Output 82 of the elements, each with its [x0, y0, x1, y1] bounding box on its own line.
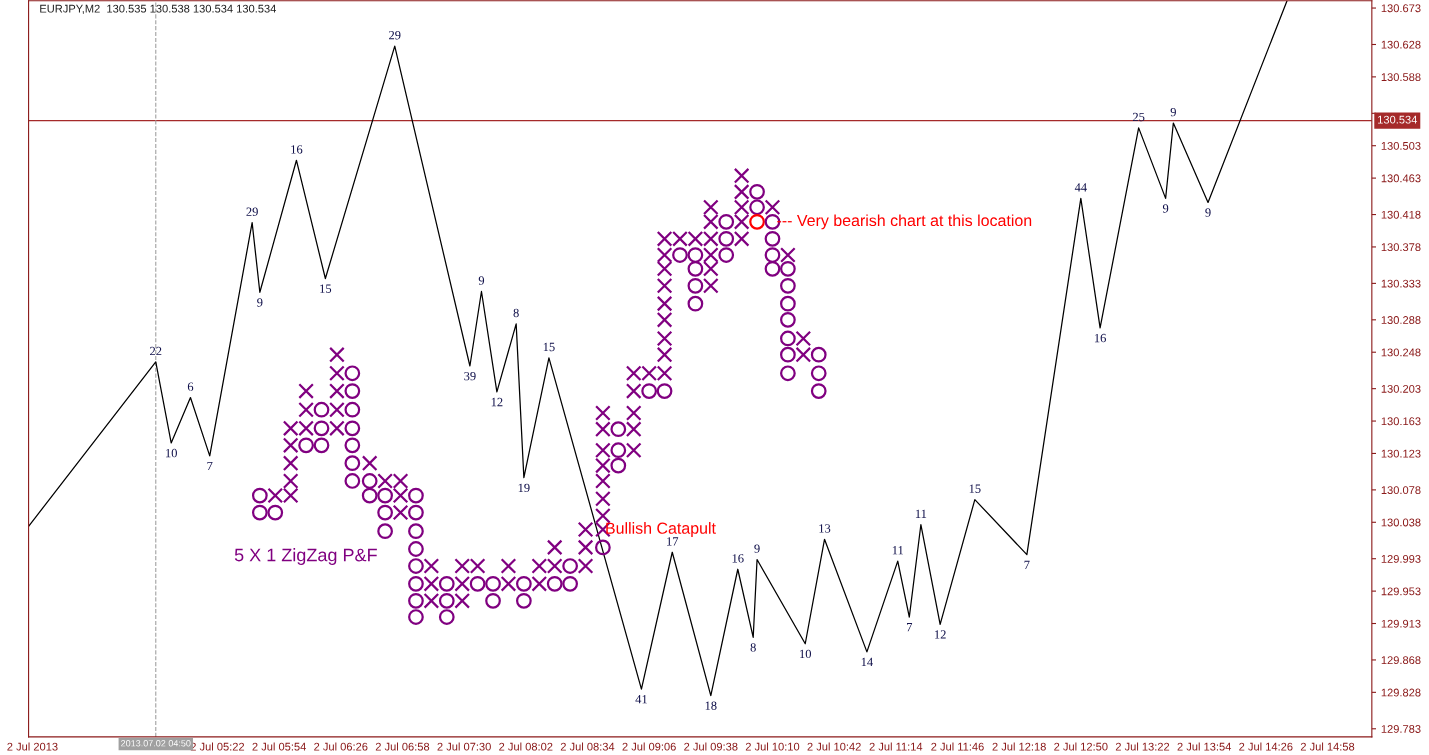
- annotation: 7: [1024, 560, 1030, 569]
- x-tick-label: 2 Jul 14:58: [1300, 742, 1355, 751]
- annotation: 9: [1162, 204, 1169, 213]
- x-tick-label: 2 Jul 10:10: [745, 742, 800, 751]
- y-tick-label: 129.783: [1381, 725, 1421, 733]
- annotation: 9: [478, 276, 485, 285]
- annotation: 15: [543, 342, 555, 352]
- annotation: 17: [667, 537, 679, 546]
- y-tick-label: 130.203: [1381, 384, 1421, 393]
- y-tick-label: 130.288: [1381, 316, 1421, 324]
- annotation: 9: [754, 544, 760, 553]
- y-tick-label: 129.993: [1381, 554, 1421, 563]
- annotation: 19: [518, 483, 530, 493]
- annotation: 44: [1074, 183, 1087, 192]
- annotation: 9: [1170, 107, 1176, 117]
- y-tick-label: 129.913: [1381, 619, 1421, 628]
- ref-line-label: 2013.07.02 04:50: [121, 740, 191, 747]
- annotation: Bullish Catapult: [606, 522, 716, 538]
- annotation: 16: [1094, 333, 1106, 343]
- x-tick-label: 2 Jul 08:02: [499, 742, 553, 751]
- annotation: 10: [800, 649, 812, 659]
- x-tick-label: 2 Jul 05:54: [252, 742, 306, 751]
- x-tick-label: 2 Jul 13:54: [1177, 742, 1232, 751]
- y-tick-label: 130.333: [1381, 279, 1421, 288]
- annotation: 15: [320, 284, 332, 293]
- y-tick-label: 129.953: [1381, 587, 1421, 596]
- annotation: 10: [166, 448, 177, 458]
- y-tick-label: 130.078: [1381, 486, 1421, 495]
- annotation: 8: [513, 308, 519, 318]
- y-tick-label: 130.038: [1381, 518, 1421, 527]
- x-tick-label: 2 Jul 08:34: [560, 742, 615, 751]
- y-tick-label: 129.868: [1381, 656, 1421, 665]
- annotation: 29: [389, 31, 401, 40]
- annotation: 7: [207, 461, 213, 471]
- x-tick-label: 2 Jul 09:06: [622, 742, 676, 751]
- annotation: 11: [915, 509, 927, 518]
- y-tick-label: 130.588: [1381, 73, 1421, 82]
- y-tick-label: 130.248: [1381, 348, 1421, 357]
- annotation: 41: [635, 695, 647, 704]
- annotation: 22: [150, 346, 162, 356]
- annotation: --- Very bearish chart at this location: [777, 214, 1032, 230]
- ref-line-label: 130.534: [1378, 115, 1418, 124]
- y-tick-label: 130.463: [1381, 174, 1421, 183]
- x-tick-label: 2 Jul 07:30: [437, 742, 491, 751]
- y-tick-label: 130.503: [1381, 141, 1421, 150]
- annotation: 16: [732, 554, 744, 563]
- x-tick-label: 2 Jul 11:46: [931, 742, 984, 751]
- annotation: 13: [819, 524, 831, 533]
- x-tick-label: 2 Jul 2013: [7, 742, 58, 751]
- annotation: 14: [861, 657, 873, 667]
- y-tick-label: 130.123: [1381, 449, 1421, 458]
- annotation: 15: [969, 484, 981, 493]
- y-tick-label: 130.628: [1381, 40, 1421, 49]
- annotation: 29: [246, 207, 258, 216]
- x-tick-label: 2 Jul 12:18: [992, 742, 1046, 751]
- x-tick-label: 2 Jul 13:22: [1115, 742, 1170, 751]
- annotation: 7: [907, 623, 913, 632]
- annotation: 11: [892, 546, 904, 555]
- annotation: 8: [750, 643, 756, 652]
- annotation: 39: [464, 371, 476, 381]
- x-tick-label: 2 Jul 14:26: [1239, 742, 1293, 751]
- y-tick-label: 130.163: [1381, 417, 1421, 426]
- x-tick-label: 2 Jul 12:50: [1054, 742, 1108, 751]
- annotation: 9: [257, 298, 263, 307]
- x-tick-label: 2 Jul 06:26: [314, 742, 368, 751]
- y-tick-label: 130.418: [1381, 210, 1421, 219]
- x-tick-label: 2 Jul 10:42: [807, 742, 861, 751]
- annotation: 5 X 1 ZigZag P&F: [234, 548, 377, 565]
- annotation: 12: [491, 397, 503, 407]
- annotation: 25: [1132, 112, 1145, 122]
- y-tick-label: 130.673: [1381, 4, 1421, 13]
- annotation: 12: [935, 630, 946, 639]
- annotation: 16: [291, 145, 303, 154]
- annotation: 9: [1205, 208, 1211, 217]
- annotation: 18: [705, 701, 717, 710]
- x-tick-label: 2 Jul 06:58: [375, 742, 430, 751]
- y-tick-label: 129.828: [1381, 688, 1421, 697]
- x-tick-label: 2 Jul 11:14: [869, 742, 923, 751]
- y-tick-label: 130.378: [1381, 243, 1421, 252]
- chart-title: EURJPY,M2 130.535 130.538 130.534 130.534: [40, 4, 277, 14]
- annotation: 6: [187, 382, 194, 391]
- x-tick-label: 2 Jul 09:38: [684, 742, 738, 751]
